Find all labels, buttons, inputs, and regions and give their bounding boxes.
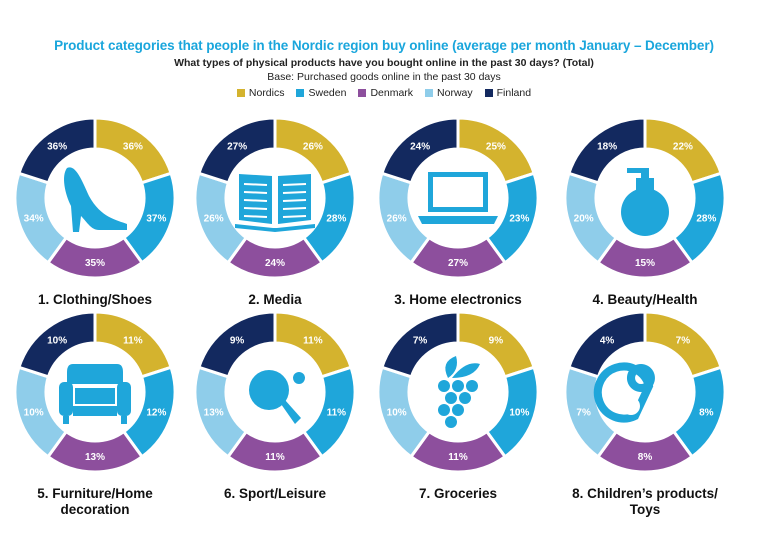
legend-label: Sweden — [308, 87, 347, 99]
data-label: 7% — [676, 335, 691, 346]
slice-finland — [197, 116, 277, 185]
data-label: 28% — [696, 213, 716, 224]
chart-title: Product categories that people in the No… — [54, 38, 714, 53]
slice-finland — [567, 116, 647, 185]
data-label: 9% — [230, 335, 245, 346]
donut-chart-1: 36% 37% 35% 34% 36% — [13, 116, 177, 280]
data-label: 26% — [387, 213, 407, 224]
grapes-icon — [438, 356, 480, 428]
data-label: 22% — [673, 141, 693, 152]
data-label: 35% — [85, 258, 105, 269]
donut-chart-4: 22% 28% 15% 20% 18% — [563, 116, 727, 280]
ping-pong-icon — [249, 370, 305, 424]
category-label: 8. Children’s products/ Toys — [572, 486, 718, 517]
data-label: 26% — [204, 213, 224, 224]
data-label: 11% — [123, 335, 143, 346]
legend-swatch — [484, 89, 493, 97]
legend-swatch — [358, 89, 367, 97]
data-label: 8% — [638, 452, 653, 463]
data-label: 10% — [24, 407, 44, 418]
perfume-bottle-icon — [621, 168, 669, 236]
slice-finland — [17, 116, 97, 185]
category-label: 1. Clothing/Shoes — [37, 292, 152, 307]
pacifier-icon — [593, 362, 655, 423]
data-label: 20% — [574, 213, 594, 224]
donut-chart-6: 11% 11% 11% 13% 9% — [193, 310, 357, 474]
legend-swatch — [236, 89, 245, 97]
donut-chart-8: 7% 8% 8% 7% 4% — [563, 310, 727, 474]
data-label: 24% — [410, 141, 430, 152]
legend-item-finland: Finland — [484, 87, 532, 99]
legend-item-sweden: Sweden — [296, 87, 346, 99]
category-label: 4. Beauty/Health — [592, 292, 698, 307]
data-label: 8% — [699, 407, 714, 418]
data-label: 9% — [489, 335, 504, 346]
donut-chart-7: 9% 10% 11% 10% 7% — [376, 310, 540, 474]
category-label: 3. Home electronics — [394, 292, 522, 307]
data-label: 25% — [486, 141, 506, 152]
armchair-icon — [59, 364, 131, 424]
data-label: 36% — [47, 141, 67, 152]
data-label: 11% — [303, 335, 323, 346]
legend-item-norway: Norway — [425, 87, 473, 99]
legend-label: Denmark — [370, 87, 414, 99]
category-label: 2. Media — [248, 292, 302, 307]
slice-finland — [380, 310, 460, 379]
data-label: 12% — [146, 407, 166, 418]
laptop-icon — [418, 172, 498, 224]
slice-finland — [17, 310, 97, 379]
data-label: 27% — [227, 141, 247, 152]
data-label: 37% — [146, 213, 166, 224]
data-label: 7% — [413, 335, 428, 346]
data-label: 13% — [85, 452, 105, 463]
slice-finland — [567, 310, 647, 379]
slice-finland — [197, 310, 277, 379]
data-label: 34% — [24, 213, 44, 224]
data-label: 10% — [47, 335, 67, 346]
data-label: 28% — [326, 213, 346, 224]
legend-label: Finland — [496, 87, 532, 99]
donut-chart-5: 11% 12% 13% 10% 10% — [13, 310, 177, 474]
data-label: 24% — [265, 258, 285, 269]
chart-subtitle: What types of physical products have you… — [174, 57, 594, 69]
data-label: 10% — [509, 407, 529, 418]
data-label: 15% — [635, 258, 655, 269]
book-icon — [235, 174, 315, 232]
slice-finland — [380, 116, 460, 185]
donut-chart-2: 26% 28% 24% 26% 27% — [193, 116, 357, 280]
legend: Nordics Sweden Denmark Norway Finland — [0, 87, 768, 99]
category-label: 7. Groceries — [418, 486, 498, 501]
legend-swatch — [425, 89, 434, 97]
legend-item-denmark: Denmark — [358, 87, 413, 99]
data-label: 26% — [303, 141, 323, 152]
legend-item-nordics: Nordics — [236, 87, 285, 99]
donut-chart-3: 25% 23% 27% 26% 24% — [376, 116, 540, 280]
data-label: 10% — [387, 407, 407, 418]
data-label: 23% — [509, 213, 529, 224]
data-label: 18% — [597, 141, 617, 152]
category-label: 6. Sport/Leisure — [223, 486, 327, 501]
legend-label: Norway — [437, 87, 473, 99]
data-label: 11% — [327, 407, 347, 418]
data-label: 11% — [265, 452, 285, 463]
legend-swatch — [296, 89, 305, 97]
data-label: 4% — [600, 335, 615, 346]
data-label: 36% — [123, 141, 143, 152]
legend-label: Nordics — [248, 87, 285, 99]
data-label: 13% — [204, 407, 224, 418]
shoe-icon — [64, 167, 127, 232]
data-label: 11% — [448, 452, 468, 463]
data-label: 7% — [576, 407, 591, 418]
base-note: Base: Purchased goods online in the past… — [267, 71, 501, 83]
category-label: 5. Furniture/Home decoration — [37, 486, 153, 517]
data-label: 27% — [448, 258, 468, 269]
